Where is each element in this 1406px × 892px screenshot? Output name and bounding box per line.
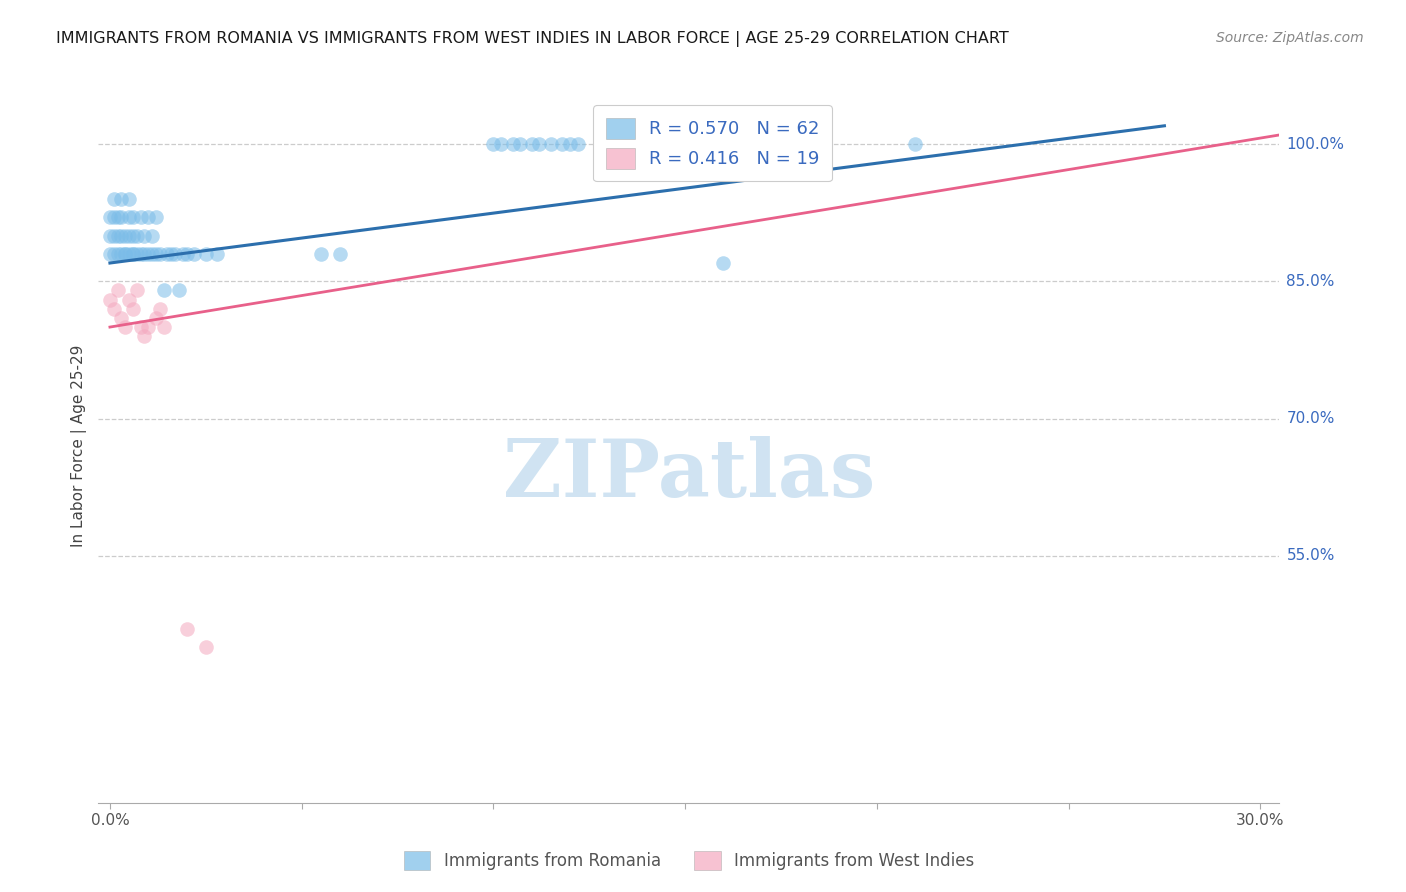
Point: [114, 247, 136, 261]
Point: [118, 293, 141, 307]
Point: [110, 310, 132, 325]
Point: [136, 211, 159, 225]
Point: [489, 137, 512, 152]
Point: [110, 211, 132, 225]
Point: [145, 247, 167, 261]
Point: [107, 284, 129, 298]
Point: [98, 211, 121, 225]
Point: [107, 228, 129, 243]
Point: [194, 247, 217, 261]
Point: [134, 228, 156, 243]
Point: [122, 301, 145, 316]
Point: [118, 192, 141, 206]
Point: [693, 137, 716, 152]
Point: [110, 228, 132, 243]
Text: 70.0%: 70.0%: [1286, 411, 1334, 426]
Point: [118, 211, 141, 225]
Point: [98, 247, 121, 261]
Point: [125, 284, 148, 298]
Y-axis label: In Labor Force | Age 25-29: In Labor Force | Age 25-29: [72, 345, 87, 547]
Point: [520, 137, 543, 152]
Point: [145, 211, 167, 225]
Text: Source: ZipAtlas.com: Source: ZipAtlas.com: [1216, 31, 1364, 45]
Legend: Immigrants from Romania, Immigrants from West Indies: Immigrants from Romania, Immigrants from…: [396, 844, 981, 877]
Point: [551, 137, 574, 152]
Point: [134, 247, 156, 261]
Point: [107, 247, 129, 261]
Point: [309, 247, 332, 261]
Point: [194, 640, 217, 655]
Point: [529, 137, 551, 152]
Point: [107, 211, 129, 225]
Point: [567, 137, 589, 152]
Point: [156, 247, 179, 261]
Point: [167, 284, 190, 298]
Point: [540, 137, 562, 152]
Point: [176, 622, 198, 636]
Point: [125, 228, 148, 243]
Point: [149, 301, 172, 316]
Point: [673, 137, 696, 152]
Point: [122, 247, 145, 261]
Point: [509, 137, 531, 152]
Point: [136, 320, 159, 334]
Point: [141, 228, 163, 243]
Point: [183, 247, 205, 261]
Point: [160, 247, 183, 261]
Point: [482, 137, 505, 152]
Point: [103, 247, 125, 261]
Point: [122, 247, 145, 261]
Point: [129, 320, 152, 334]
Point: [98, 228, 121, 243]
Point: [98, 293, 121, 307]
Point: [172, 247, 194, 261]
Point: [118, 228, 141, 243]
Point: [134, 329, 156, 343]
Point: [114, 228, 136, 243]
Point: [713, 256, 735, 270]
Point: [152, 320, 174, 334]
Point: [141, 247, 163, 261]
Point: [149, 247, 172, 261]
Point: [118, 247, 141, 261]
Text: IMMIGRANTS FROM ROMANIA VS IMMIGRANTS FROM WEST INDIES IN LABOR FORCE | AGE 25-2: IMMIGRANTS FROM ROMANIA VS IMMIGRANTS FR…: [56, 31, 1010, 47]
Text: 100.0%: 100.0%: [1286, 136, 1344, 152]
Point: [110, 192, 132, 206]
Point: [165, 247, 187, 261]
Point: [904, 137, 927, 152]
Text: ZIPatlas: ZIPatlas: [503, 435, 875, 514]
Point: [129, 247, 152, 261]
Point: [713, 137, 735, 152]
Point: [125, 247, 148, 261]
Point: [207, 247, 229, 261]
Point: [502, 137, 524, 152]
Point: [329, 247, 352, 261]
Point: [145, 310, 167, 325]
Point: [122, 211, 145, 225]
Point: [558, 137, 581, 152]
Point: [122, 228, 145, 243]
Text: 85.0%: 85.0%: [1286, 274, 1334, 289]
Point: [129, 211, 152, 225]
Point: [103, 211, 125, 225]
Point: [103, 228, 125, 243]
Point: [110, 247, 132, 261]
Point: [152, 284, 174, 298]
Text: 55.0%: 55.0%: [1286, 549, 1334, 563]
Point: [114, 320, 136, 334]
Point: [114, 247, 136, 261]
Point: [103, 192, 125, 206]
Point: [176, 247, 198, 261]
Point: [136, 247, 159, 261]
Point: [103, 301, 125, 316]
